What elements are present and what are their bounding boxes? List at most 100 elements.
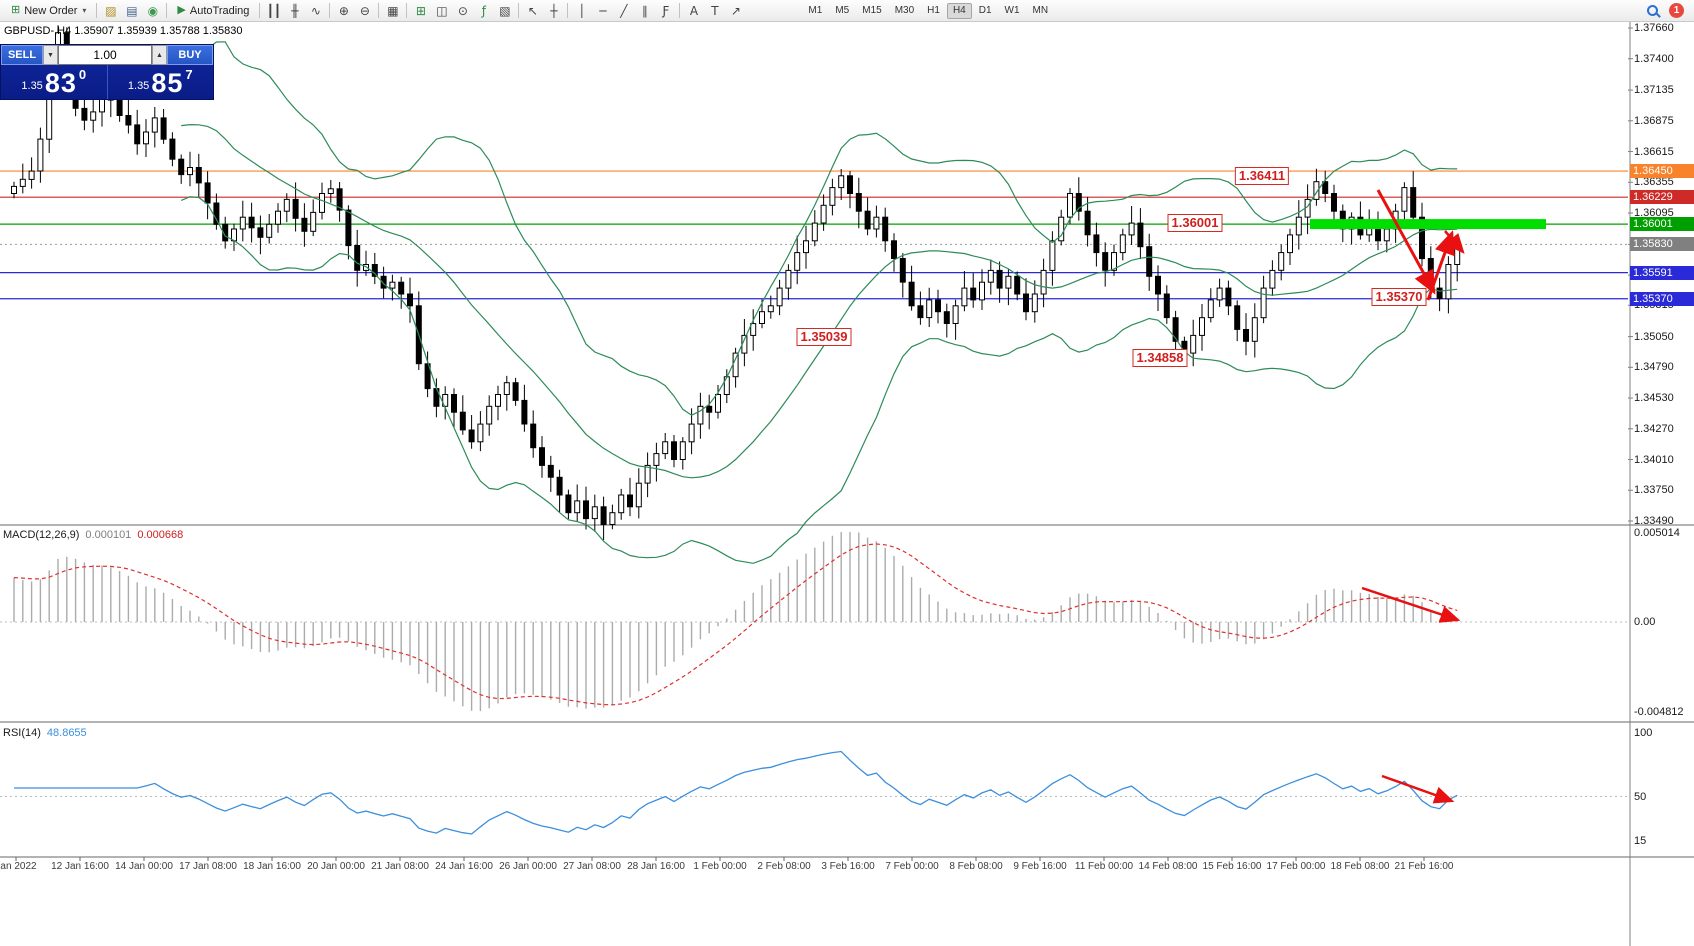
- new-chart-icon[interactable]: ⊞: [410, 2, 431, 20]
- time-axis-label: 21 Jan 08:00: [371, 861, 429, 872]
- toolbar-separator: [567, 3, 569, 18]
- search-icon[interactable]: [1643, 2, 1661, 20]
- timeframe-m15[interactable]: M15: [856, 3, 887, 19]
- new-order-icon: ⊞: [11, 4, 21, 16]
- toolbar-icons: ┃┃ ╫ ∿ ⊕ ⊖ ▦ ⊞ ◫ ⊙ ƒ ▧ ↖ ┼ │ ─ ╱ ∥ Ƒ A T ↗: [263, 2, 746, 20]
- text-icon[interactable]: A: [683, 2, 704, 20]
- time-axis-label: 11 Feb 00:00: [1074, 861, 1134, 872]
- buy-button[interactable]: BUY: [167, 45, 213, 65]
- chevron-down-icon: ▾: [82, 6, 87, 15]
- price-axis-label: 1.34790: [1634, 361, 1674, 374]
- price-annotation[interactable]: 1.36001: [1167, 214, 1223, 232]
- sell-button[interactable]: SELL: [1, 45, 43, 65]
- volume-increase-button[interactable]: ▲: [152, 45, 167, 65]
- time-axis-label: 18 Feb 08:00: [1330, 861, 1390, 872]
- price-tag: 1.35830: [1630, 237, 1694, 252]
- text-label-icon[interactable]: T: [704, 2, 725, 20]
- autotrading-play-icon: ▶: [177, 4, 186, 16]
- timeframe-m30[interactable]: M30: [889, 3, 920, 19]
- macd-indicator-label: MACD(12,26,9) 0.000101 0.000668: [3, 529, 184, 541]
- one-click-trading-panel: SELL ▼ 1.00 ▲ BUY 1.35 83 0 1.35 85 7: [0, 44, 214, 100]
- time-axis-label: 1 Feb 00:00: [693, 861, 747, 872]
- time-axis-label: 20 Jan 00:00: [307, 861, 365, 872]
- rsi-axis-label: 50: [1634, 791, 1647, 803]
- toolbar-separator: [518, 3, 520, 18]
- timeframe-h4[interactable]: H4: [946, 2, 972, 19]
- toolbar-separator: [96, 3, 98, 18]
- price-axis-label: 1.33490: [1634, 515, 1674, 527]
- price-axis-label: 1.36355: [1634, 176, 1674, 189]
- price-annotation[interactable]: 1.34858: [1132, 349, 1188, 367]
- time-axis-label: 28 Jan 16:00: [627, 861, 685, 872]
- price-axis-label: 1.37135: [1634, 84, 1674, 97]
- macd-axis-label: -0.004812: [1634, 706, 1684, 718]
- time-axis-label: 17 Feb 00:00: [1266, 861, 1326, 872]
- toolbar-group: ▨ ▤ ◉: [100, 2, 163, 20]
- price-annotation[interactable]: 1.35370: [1371, 288, 1427, 306]
- price-tag: 1.36229: [1630, 190, 1694, 205]
- bar-chart-icon[interactable]: ┃┃: [263, 2, 284, 20]
- timeframe-mn[interactable]: MN: [1027, 3, 1055, 19]
- time-axis-label: 2 Feb 08:00: [757, 861, 811, 872]
- chart-area[interactable]: [0, 22, 1694, 946]
- toolbar: ⊞ New Order ▾ ▨ ▤ ◉ ▶ AutoTrading ┃┃ ╫ ∿ ⊕ ⊖ ▦ ⊞…: [0, 0, 1694, 22]
- time-axis-label: 14 Jan 00:00: [115, 861, 173, 872]
- macd-axis-label: 0.005014: [1634, 527, 1680, 539]
- price-axis-label: 1.37660: [1634, 22, 1674, 34]
- toolbar-separator: [259, 3, 261, 18]
- line-chart-icon[interactable]: ∿: [305, 2, 326, 20]
- volume-decrease-button[interactable]: ▼: [43, 45, 58, 65]
- toolbar-separator: [329, 3, 331, 18]
- period-clock-icon[interactable]: ⊙: [452, 2, 473, 20]
- timeframe-d1[interactable]: D1: [973, 3, 998, 19]
- horizontal-line-icon[interactable]: ─: [592, 2, 613, 20]
- tile-windows-icon[interactable]: ▦: [382, 2, 403, 20]
- zoom-out-icon[interactable]: ⊖: [354, 2, 375, 20]
- price-axis-label: 1.36875: [1634, 114, 1674, 127]
- new-order-button[interactable]: ⊞ New Order ▾: [4, 2, 93, 20]
- zoom-in-icon[interactable]: ⊕: [333, 2, 354, 20]
- price-tag: 1.35370: [1630, 291, 1694, 306]
- notifications-badge[interactable]: 1: [1669, 3, 1684, 18]
- rsi-axis-label: 100: [1634, 727, 1653, 739]
- print-icon[interactable]: ▤: [121, 2, 142, 20]
- price-tag: 1.36001: [1630, 217, 1694, 232]
- autotrading-button[interactable]: ▶ AutoTrading: [170, 2, 256, 20]
- indicators-icon[interactable]: ƒ: [473, 2, 494, 20]
- timeframe-m5[interactable]: M5: [829, 3, 855, 19]
- timeframe-w1[interactable]: W1: [999, 3, 1026, 19]
- support-icon[interactable]: ◉: [142, 2, 163, 20]
- time-axis-label: 15 Feb 16:00: [1202, 861, 1262, 872]
- price-annotation[interactable]: 1.36411: [1234, 167, 1290, 185]
- trendline-icon[interactable]: ╱: [613, 2, 634, 20]
- rsi-axis-label: 15: [1634, 835, 1647, 847]
- vertical-line-icon[interactable]: │: [571, 2, 592, 20]
- time-axis-label: 21 Feb 16:00: [1394, 861, 1454, 872]
- candlestick-chart-icon[interactable]: ╫: [284, 2, 305, 20]
- channel-icon[interactable]: ∥: [634, 2, 655, 20]
- price-tag: 1.35591: [1630, 265, 1694, 280]
- price-axis-label: 1.36615: [1634, 145, 1674, 158]
- timeframe-m1[interactable]: M1: [802, 3, 828, 19]
- charts-bucket-icon[interactable]: ▨: [100, 2, 121, 20]
- price-annotation[interactable]: 1.35039: [796, 328, 852, 346]
- sell-price: 1.35 83 0: [21, 67, 87, 98]
- profiles-icon[interactable]: ◫: [431, 2, 452, 20]
- time-axis-label: 12 Jan 16:00: [51, 861, 109, 872]
- chart-settings-icon[interactable]: ▧: [494, 2, 515, 20]
- timeframe-h1[interactable]: H1: [921, 3, 946, 19]
- cursor-icon[interactable]: ↖: [522, 2, 543, 20]
- time-axis-label: 18 Jan 16:00: [243, 861, 301, 872]
- price-axis-label: 1.35050: [1634, 330, 1674, 343]
- price-axis-label: 1.34270: [1634, 422, 1674, 435]
- price-tag: 1.36450: [1630, 164, 1694, 179]
- volume-input[interactable]: 1.00: [58, 45, 152, 65]
- time-axis-label: 14 Feb 08:00: [1138, 861, 1198, 872]
- macd-axis-label: 0.00: [1634, 616, 1656, 628]
- crosshair-icon[interactable]: ┼: [543, 2, 564, 20]
- arrows-shapes-icon[interactable]: ↗: [725, 2, 746, 20]
- fibonacci-icon[interactable]: Ƒ: [655, 2, 676, 20]
- toolbar-separator: [378, 3, 380, 18]
